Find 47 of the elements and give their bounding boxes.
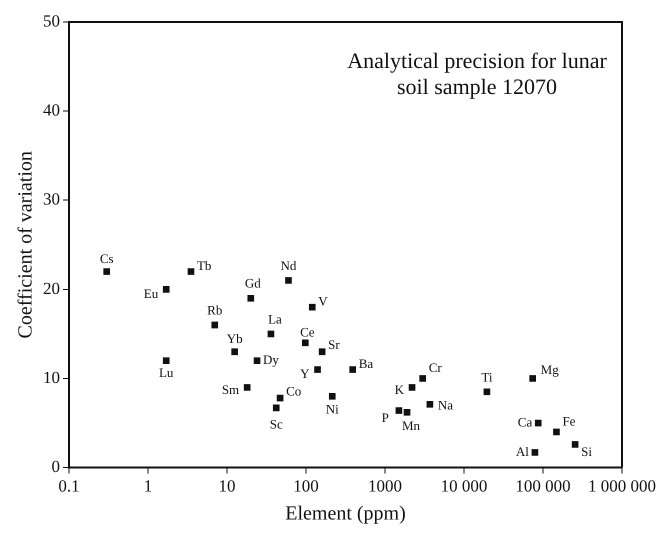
y-tick-label: 30 (43, 190, 60, 209)
annotation: Mn (402, 418, 421, 433)
annotation: Al (516, 444, 530, 459)
x-tick-label: 0.1 (58, 476, 80, 496)
annotation: Si (581, 444, 592, 459)
annotation: Eu (144, 286, 159, 301)
y-tick-label: 0 (52, 457, 60, 476)
annotation: Nd (280, 258, 297, 273)
y-axis-title: Coefficient of variation (14, 151, 36, 338)
x-axis-title: Element (ppm) (285, 502, 406, 524)
y-tick-label: 20 (43, 278, 60, 298)
x-tick-label: 1 000 000 (588, 476, 656, 496)
annotation: Ni (326, 402, 340, 417)
y-tick-label: 40 (43, 100, 60, 120)
annotation: P (382, 410, 389, 425)
annotation: Cs (100, 250, 114, 266)
annotation: Ti (481, 369, 493, 384)
x-tick-label: 10 000 (440, 476, 488, 496)
annotation: V (318, 294, 328, 309)
annotation: Ce (300, 324, 315, 340)
annotation: Mg (540, 362, 560, 377)
text: Analytical precision for lunar soil sample 12070 (347, 48, 608, 99)
annotation: Yb (226, 331, 243, 346)
annotation: Cr (428, 360, 442, 375)
annotation: K (394, 382, 405, 397)
x-tick-label: 10 (218, 476, 236, 496)
annotation: Tb (196, 258, 212, 273)
annotation: La (268, 311, 282, 326)
annotation: Fe (562, 413, 576, 428)
annotation: Na (438, 398, 454, 413)
annotation: Sm (222, 382, 240, 397)
x-tick-label: 100 (293, 476, 319, 496)
annotation: Y (300, 366, 310, 381)
annotation: Ca (518, 414, 532, 430)
annotation: Dy (263, 352, 280, 368)
annotation: Gd (244, 276, 262, 291)
y-tick-label: 50 (43, 11, 60, 30)
x-tick-label: 1 (144, 476, 152, 496)
x-tick-label: 1000 (368, 476, 402, 496)
annotation: Sr (328, 337, 340, 352)
y-tick-label: 10 (43, 368, 60, 387)
annotation: Rb (207, 302, 222, 318)
x-tick-label: 100 000 (515, 476, 571, 496)
annotation: Ba (358, 356, 374, 371)
annotation: Lu (158, 365, 174, 380)
annotation: Sc (270, 416, 283, 432)
annotation: Co (286, 384, 302, 399)
